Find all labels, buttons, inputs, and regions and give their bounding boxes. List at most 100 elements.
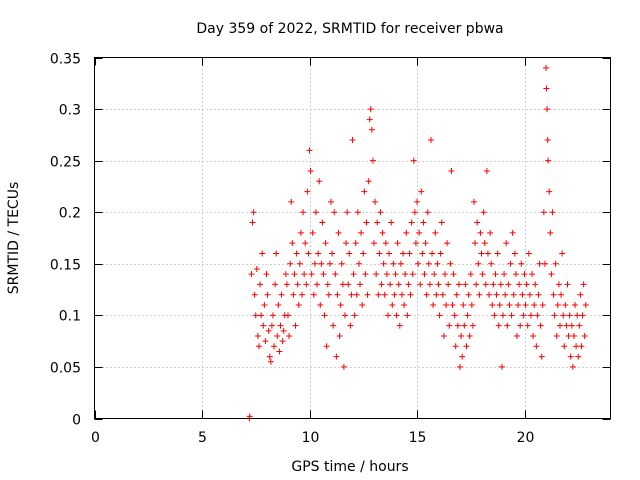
data-point [368, 126, 375, 133]
data-point [263, 271, 270, 278]
data-point [350, 271, 357, 278]
data-point [459, 353, 466, 360]
data-point [291, 271, 298, 278]
data-point [269, 312, 276, 319]
data-point [482, 281, 489, 288]
data-point [473, 281, 480, 288]
data-point [504, 322, 511, 329]
data-point [446, 322, 453, 329]
data-point [329, 250, 336, 257]
data-point [522, 302, 529, 309]
data-point [367, 106, 374, 113]
data-point [355, 260, 362, 267]
data-point [410, 157, 417, 164]
data-point [289, 240, 296, 247]
data-point [288, 198, 295, 205]
x-axis-label: GPS time / hours [291, 459, 408, 475]
y-tick-label: 0.3 [59, 103, 81, 119]
data-point [352, 240, 359, 247]
data-point [309, 229, 316, 236]
data-point [424, 209, 431, 216]
axis-ticks [94, 57, 611, 420]
data-point [360, 250, 367, 257]
data-point [357, 281, 364, 288]
data-point [261, 302, 268, 309]
data-point [334, 291, 341, 298]
data-point [401, 302, 408, 309]
data-point [551, 312, 558, 319]
data-point [260, 322, 267, 329]
data-point [404, 312, 411, 319]
data-point [287, 260, 294, 267]
data-point [513, 332, 520, 339]
y-tick-label: 0.15 [50, 258, 81, 274]
data-point [520, 312, 527, 319]
data-point [337, 302, 344, 309]
data-point [332, 271, 339, 278]
data-point [393, 312, 400, 319]
data-point [305, 250, 312, 257]
data-point [266, 353, 273, 360]
data-point [412, 240, 419, 247]
data-point [566, 312, 573, 319]
x-tick-label: 5 [198, 430, 207, 446]
data-point [556, 322, 563, 329]
data-point [496, 302, 503, 309]
x-tick-label: 15 [409, 430, 427, 446]
data-point [525, 250, 532, 257]
data-point [283, 281, 290, 288]
data-point [253, 265, 260, 272]
data-point [405, 281, 412, 288]
data-point [351, 312, 358, 319]
data-point [479, 271, 486, 278]
data-point [518, 260, 525, 267]
data-point [317, 302, 324, 309]
data-point [376, 250, 383, 257]
data-point [484, 250, 491, 257]
data-point [344, 209, 351, 216]
data-point [361, 188, 368, 195]
grid [94, 57, 611, 419]
data-point [500, 312, 506, 319]
data-point [431, 271, 438, 278]
data-point [408, 219, 415, 226]
data-point [390, 260, 397, 267]
data-point [429, 250, 436, 257]
data-point [547, 229, 554, 236]
data-point [494, 250, 501, 257]
data-point [325, 291, 332, 298]
data-point [487, 229, 494, 236]
data-point [257, 281, 264, 288]
data-point [369, 157, 376, 164]
data-point [519, 291, 526, 298]
data-point [427, 137, 434, 144]
y-tick-label: 0.1 [59, 309, 81, 325]
data-point [480, 209, 487, 216]
data-point [345, 281, 352, 288]
data-point [268, 322, 275, 329]
plot-frame [94, 57, 611, 419]
data-point [533, 343, 540, 350]
data-point [274, 332, 281, 339]
data-point [414, 198, 420, 205]
data-point [406, 250, 413, 257]
data-point [294, 281, 301, 288]
data-point [503, 240, 510, 247]
data-point [474, 219, 481, 226]
data-point [363, 219, 370, 226]
data-point [417, 281, 424, 288]
data-point [347, 322, 354, 329]
data-point [301, 271, 308, 278]
data-point [565, 332, 572, 339]
data-point [277, 322, 284, 329]
data-point [320, 271, 327, 278]
data-point [402, 271, 409, 278]
data-point [468, 302, 475, 309]
data-point [544, 137, 551, 144]
data-point [536, 260, 543, 267]
data-point [437, 250, 444, 257]
data-point [323, 343, 330, 350]
data-point [502, 291, 509, 298]
data-point [330, 322, 337, 329]
y-tick-label: 0.05 [50, 361, 81, 377]
